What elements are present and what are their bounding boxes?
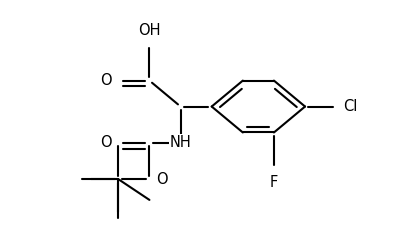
Text: O: O [100, 73, 112, 88]
Text: O: O [100, 135, 112, 150]
Text: Cl: Cl [343, 99, 357, 114]
Text: O: O [156, 172, 168, 187]
Text: OH: OH [138, 23, 161, 38]
Text: NH: NH [170, 135, 192, 150]
Text: F: F [270, 175, 278, 190]
